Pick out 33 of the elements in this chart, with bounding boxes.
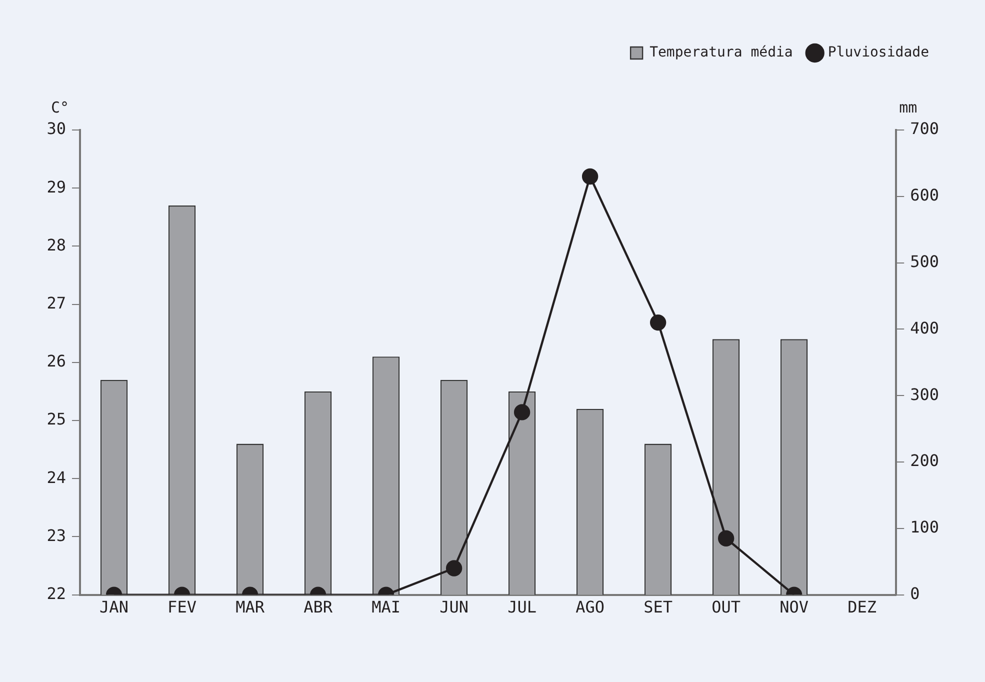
y-tick-label: 30	[46, 119, 66, 138]
y-tick-label: 29	[46, 177, 66, 196]
y-tick-label: 22	[46, 584, 66, 603]
x-tick-label: DEZ	[848, 598, 877, 617]
y-tick-label: 23	[46, 526, 66, 545]
y2-tick-label: 500	[910, 252, 940, 271]
y2-axis-title: mm	[899, 98, 918, 116]
x-tick-label: ABR	[304, 598, 333, 617]
x-tick-label: SET	[644, 598, 673, 617]
y2-tick-label: 700	[910, 119, 940, 138]
x-tick-label: JUL	[508, 598, 537, 617]
y-tick-label: 28	[46, 235, 66, 254]
legend-label: Pluviosidade	[828, 44, 930, 61]
x-tick-label: OUT	[712, 598, 741, 617]
y-tick-label: 27	[46, 293, 66, 312]
y2-tick-label: 200	[910, 451, 940, 470]
y2-tick-label: 300	[910, 384, 940, 404]
x-tick-label: FEV	[168, 598, 197, 617]
y2-tick-label: 0	[910, 584, 920, 603]
x-tick-label: MAI	[372, 598, 400, 617]
x-tick-label: JUN	[440, 598, 468, 617]
y-tick-label: 26	[46, 352, 66, 371]
legend-label: Temperatura média	[650, 44, 793, 61]
x-tick-label: NOV	[780, 598, 809, 617]
x-tick-label: JAN	[100, 598, 128, 617]
y2-tick-label: 400	[910, 318, 940, 338]
x-tick-label: AGO	[576, 598, 605, 617]
y-tick-label: 24	[46, 468, 66, 487]
x-tick-label: MAR	[236, 598, 265, 617]
y-tick-label: 25	[46, 410, 66, 429]
y2-tick-label: 600	[910, 186, 940, 205]
y2-tick-label: 100	[910, 518, 940, 537]
y-axis-title: C°	[50, 98, 70, 116]
